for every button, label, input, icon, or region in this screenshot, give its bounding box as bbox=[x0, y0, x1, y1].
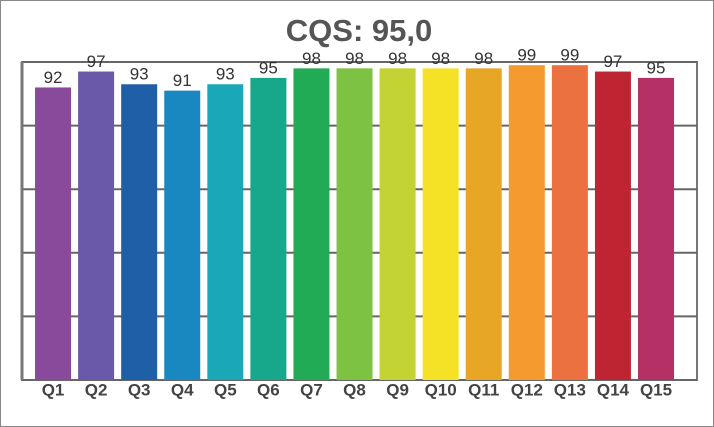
bar bbox=[250, 77, 287, 381]
x-tick-label: Q1 bbox=[42, 380, 65, 399]
bar bbox=[465, 68, 502, 381]
bar bbox=[422, 68, 459, 381]
bar bbox=[594, 71, 631, 380]
x-tick-label: Q5 bbox=[214, 380, 237, 399]
x-tick-label: Q11 bbox=[468, 380, 499, 399]
x-tick-label: Q8 bbox=[343, 380, 366, 399]
bar bbox=[78, 71, 115, 380]
value-label: 95 bbox=[647, 58, 666, 77]
x-tick-label: Q12 bbox=[511, 380, 543, 399]
bar bbox=[35, 87, 72, 380]
x-tick-label: Q15 bbox=[640, 380, 672, 399]
value-label: 97 bbox=[603, 52, 622, 71]
value-label: 98 bbox=[431, 49, 450, 68]
x-tick-label: Q9 bbox=[386, 380, 409, 399]
value-label: 93 bbox=[216, 65, 235, 84]
x-tick-label: Q10 bbox=[425, 380, 457, 399]
x-tick-label: Q3 bbox=[128, 380, 151, 399]
bar bbox=[379, 68, 416, 381]
value-label: 95 bbox=[259, 58, 278, 77]
value-label: 97 bbox=[87, 52, 106, 71]
bar bbox=[164, 90, 201, 381]
x-tick-label: Q4 bbox=[171, 380, 194, 399]
bar bbox=[551, 65, 588, 381]
bar bbox=[293, 68, 330, 381]
x-tick-label: Q2 bbox=[85, 380, 108, 399]
x-tick-label: Q6 bbox=[257, 380, 280, 399]
value-label: 98 bbox=[388, 49, 407, 68]
value-label: 93 bbox=[130, 65, 149, 84]
x-tick-label: Q14 bbox=[597, 380, 630, 399]
value-label: 98 bbox=[345, 49, 364, 68]
value-label: 99 bbox=[560, 46, 579, 65]
bar bbox=[336, 68, 373, 381]
bar bbox=[121, 84, 158, 380]
value-label: 98 bbox=[474, 49, 493, 68]
value-label: 98 bbox=[302, 49, 321, 68]
value-label: 99 bbox=[517, 46, 536, 65]
bar bbox=[638, 77, 675, 381]
bar bbox=[508, 65, 545, 381]
bar bbox=[207, 84, 244, 380]
value-label: 91 bbox=[173, 71, 192, 90]
value-label: 92 bbox=[44, 68, 63, 87]
x-tick-label: Q7 bbox=[300, 380, 323, 399]
x-tick-label: Q13 bbox=[554, 380, 586, 399]
chart-title: CQS: 95,0 bbox=[286, 13, 432, 48]
